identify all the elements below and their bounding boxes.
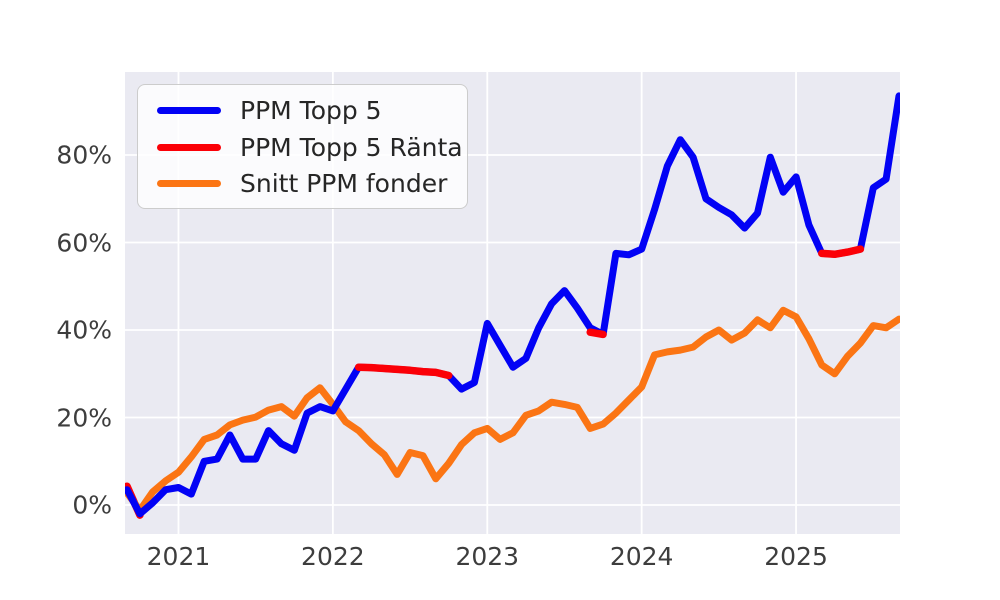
x-tick-2023: 2023 (455, 542, 520, 571)
legend-line-sample-orange (157, 180, 221, 187)
x-tick-2021: 2021 (146, 542, 211, 571)
series-ppm-topp-5-ranta (354, 363, 453, 380)
x-tick-2022: 2022 (301, 542, 365, 571)
y-tick-0: 0% (72, 490, 112, 520)
legend-item-ppm-topp-5: PPM Topp 5 (148, 98, 449, 123)
series-snitt-ppm-fonder (125, 306, 900, 514)
legend-item-ppm-topp-5-ranta: PPM Topp 5 Ränta (148, 135, 463, 160)
data-lines (125, 92, 900, 519)
legend-line-sample-blue (157, 107, 221, 114)
legend-label: Snitt PPM fonder (240, 169, 448, 198)
x-tick-2025: 2025 (764, 542, 828, 571)
y-tick-80: 80% (56, 140, 112, 170)
x-tick-2024: 2024 (609, 542, 674, 571)
legend-item-snitt-ppm-fonder: Snitt PPM fonder (148, 171, 449, 196)
chart-legend: PPM Topp 5 PPM Topp 5 Ränta Snitt PPM fo… (137, 84, 468, 209)
y-tick-60: 60% (56, 228, 112, 257)
gridlines (125, 72, 900, 534)
y-tick-40: 40% (56, 315, 112, 345)
series-ppm-topp-5-ranta (586, 328, 607, 339)
legend-label: PPM Topp 5 Ränta (240, 132, 463, 162)
y-tick-20: 20% (56, 403, 112, 432)
legend-line-sample-red (157, 143, 221, 151)
series-ppm-topp-5-ranta (818, 245, 865, 259)
legend-label: PPM Topp 5 (240, 96, 382, 125)
series-ppm-topp-5 (125, 92, 900, 518)
